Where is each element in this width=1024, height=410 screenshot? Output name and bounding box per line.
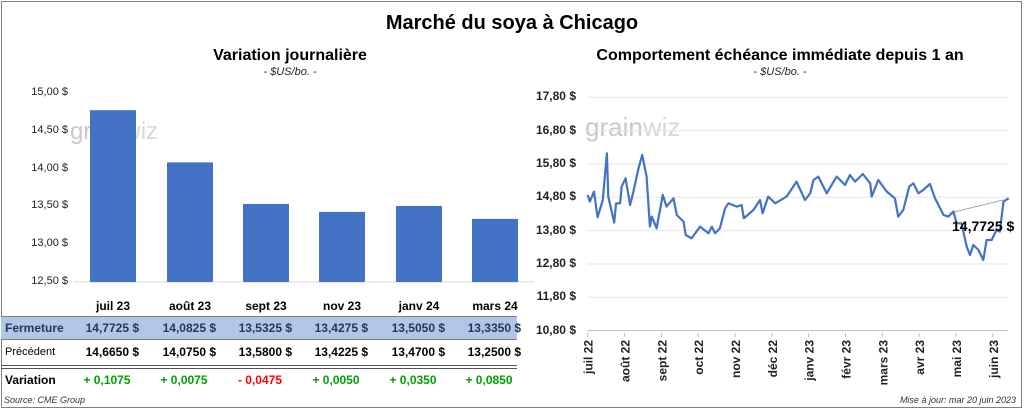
x-tick-label: mai 23 (950, 340, 964, 378)
x-tick-label: avr 23 (913, 340, 927, 375)
category-label: sept 23 (245, 299, 287, 313)
y-tick-label: 13,80 $ (535, 222, 576, 237)
prev-value: 13,4700 $ (391, 345, 445, 359)
prev-value: 14,6650 $ (85, 345, 139, 359)
price-line (586, 152, 1010, 262)
category-label: mars 24 (472, 299, 518, 313)
x-tick-label: janv 23 (803, 340, 817, 382)
x-tick-label: juil 22 (582, 340, 596, 375)
close-value: 14,7725 $ (85, 321, 139, 335)
category-label: nov 23 (322, 299, 361, 313)
close-value: 13,4275 $ (314, 321, 368, 335)
table-row-prev: Précédent (1, 341, 517, 363)
variation-value: + 0,1075 (83, 373, 131, 387)
table-divider (1, 365, 517, 369)
last-value-label: 14,7725 $ (952, 218, 1015, 234)
prev-value: 13,5800 $ (238, 345, 292, 359)
bar-août-23 (167, 162, 213, 282)
category-label: juil 23 (95, 299, 130, 313)
watermark-logo: grainwiz (585, 112, 681, 142)
table-row-close: Fermeture (1, 316, 517, 340)
y-tick-label: 17,80 $ (535, 89, 576, 104)
y-tick-label: 15,80 $ (535, 155, 576, 170)
category-label: août 23 (168, 299, 211, 313)
prev-value: 13,4225 $ (314, 345, 368, 359)
y-tick-label: 16,80 $ (535, 122, 576, 137)
y-tick-label: 14,80 $ (535, 189, 576, 204)
x-tick-label: août 22 (619, 340, 633, 382)
close-value: 13,5325 $ (238, 321, 292, 335)
prev-value: 13,2500 $ (467, 345, 521, 359)
row-label-prev: Précédent (5, 346, 56, 358)
left-chart-unit: - $US/bo. - (263, 66, 317, 78)
y-tick-label: 12,80 $ (535, 255, 576, 270)
close-value: 13,5050 $ (391, 321, 445, 335)
x-tick-label: oct 22 (692, 340, 706, 375)
left-chart-title: Variation journalière (213, 47, 367, 64)
x-tick-label: févr 23 (840, 340, 854, 379)
category-label: janv 24 (398, 299, 440, 313)
variation-value: + 0,0850 (465, 373, 513, 387)
x-tick-label: sept 22 (655, 340, 669, 382)
close-value: 14,0825 $ (162, 321, 216, 335)
y-tick-label: 13,00 $ (31, 237, 68, 250)
y-tick-label: 13,50 $ (31, 199, 68, 212)
right-chart-unit: - $US/bo. - (753, 66, 807, 78)
y-tick-label: 15,00 $ (31, 86, 68, 98)
right-chart-title: Comportement échéance immédiate depuis 1… (596, 47, 964, 64)
variation-value: - 0,0475 (237, 373, 283, 387)
bar-sept-23 (243, 203, 289, 282)
source-note: Source: CME Group (4, 395, 86, 405)
variation-value: + 0,0050 (312, 373, 360, 387)
bar-janv-24 (396, 206, 442, 282)
variation-value: + 0,0075 (160, 373, 208, 387)
y-tick-label: 14,00 $ (31, 161, 68, 174)
bar-nov-23 (319, 211, 365, 282)
update-note: Mise à jour: mar 20 juin 2023 (899, 395, 1016, 405)
y-tick-label: 10,80 $ (535, 322, 576, 337)
label-leader-line (949, 199, 1004, 214)
x-tick-label: nov 22 (729, 340, 743, 378)
row-label-variation: Variation (5, 373, 56, 387)
bar-juil-23 (90, 110, 136, 282)
prev-value: 14,0750 $ (162, 345, 216, 359)
page-title: Marché du soya à Chicago (385, 12, 639, 34)
x-tick-label: juin 23 (987, 340, 1001, 379)
row-label-close: Fermeture (5, 321, 64, 335)
y-tick-label: 14,50 $ (31, 123, 68, 136)
close-value: 13,3350 $ (467, 321, 521, 335)
variation-value: + 0,0350 (389, 373, 437, 387)
table-row-variation: Variation (1, 369, 517, 391)
bar-mars-24 (472, 218, 518, 282)
x-tick-label: mars 23 (876, 340, 890, 386)
x-tick-label: déc 22 (766, 340, 780, 378)
y-tick-label: 12,50 $ (31, 275, 68, 287)
y-tick-label: 11,80 $ (536, 289, 576, 304)
